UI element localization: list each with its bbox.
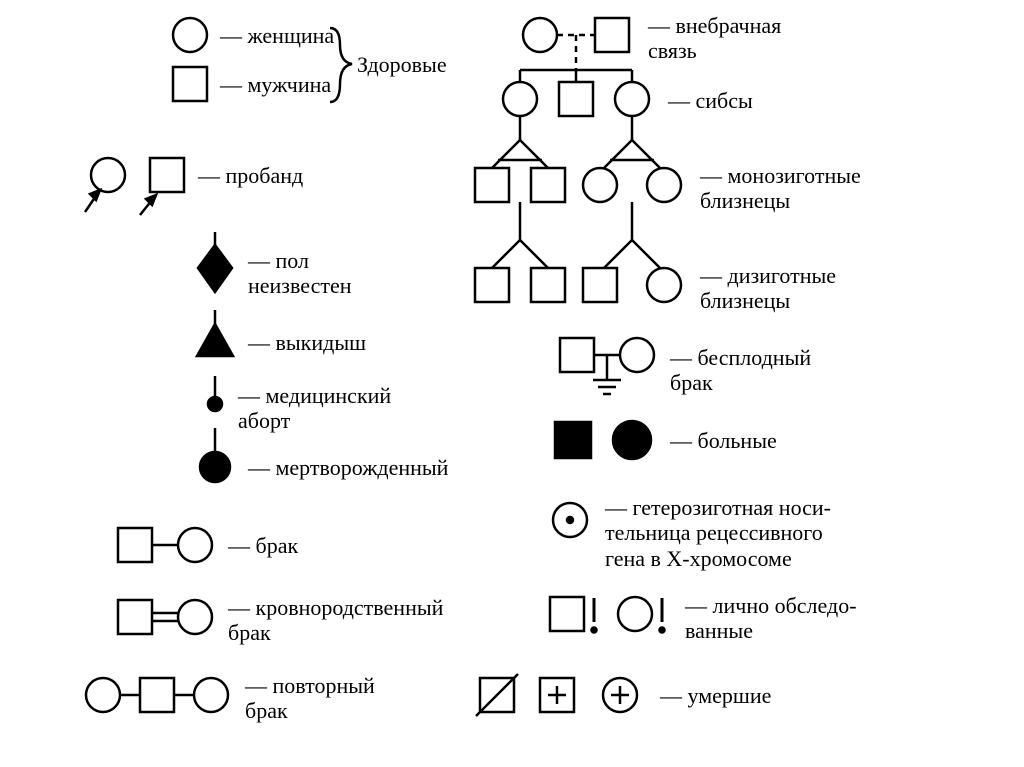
- label-female: — женщина: [220, 23, 334, 48]
- personally-examined-symbol: [550, 597, 665, 633]
- monozygotic-twins-symbol: [475, 116, 681, 202]
- unknown-sex-symbol: [198, 232, 232, 292]
- label-extramarital: — внебрачная связь: [648, 13, 781, 64]
- marriage-symbol: [118, 528, 212, 562]
- label-deceased: — умершие: [660, 683, 771, 708]
- proband-female-symbol: [91, 158, 125, 192]
- affected-symbol: [555, 421, 651, 459]
- label-infertile: — бесплодный брак: [670, 345, 811, 396]
- proband-arrow-2: [140, 195, 156, 215]
- pedigree-legend-svg: [0, 0, 1024, 767]
- label-marriage: — брак: [228, 533, 298, 558]
- label-monozygotic: — монозиготные близнецы: [700, 163, 861, 214]
- proband-male-symbol: [150, 158, 184, 192]
- medical-abortion-symbol: [208, 376, 222, 411]
- label-miscarriage: — выкидыш: [248, 330, 366, 355]
- extramarital-symbol: [503, 18, 649, 116]
- label-carrier: — гетерозиготная носи- тельница рецессив…: [605, 495, 831, 571]
- miscarriage-symbol: [197, 310, 233, 356]
- consanguineous-symbol: [118, 600, 212, 634]
- label-dizygotic: — дизиготные близнецы: [700, 263, 836, 314]
- label-sibs: — сибсы: [668, 88, 753, 113]
- label-male: — мужчина: [220, 72, 331, 97]
- infertile-marriage-symbol: [560, 338, 654, 394]
- deceased-symbol: [476, 674, 637, 716]
- proband-arrow-1: [85, 190, 100, 212]
- label-healthy: Здоровые: [357, 52, 447, 77]
- male-symbol: [173, 67, 207, 101]
- repeated-marriage-symbol: [86, 678, 228, 712]
- label-stillborn: — мертворожденный: [248, 455, 448, 480]
- female-symbol: [173, 18, 207, 52]
- label-proband: — пробанд: [198, 163, 303, 188]
- label-consanguineous: — кровнородственный брак: [228, 595, 443, 646]
- label-personally-examined: — лично обследо- ванные: [685, 593, 857, 644]
- stillborn-symbol: [200, 428, 230, 482]
- label-unknown-sex: — пол неизвестен: [248, 248, 352, 299]
- label-repeated-marriage: — повторный брак: [245, 673, 375, 724]
- label-affected: — больные: [670, 428, 777, 453]
- carrier-symbol: [553, 503, 587, 537]
- label-med-abortion: — медицинский аборт: [238, 383, 391, 434]
- dizygotic-twins-symbol: [475, 215, 681, 302]
